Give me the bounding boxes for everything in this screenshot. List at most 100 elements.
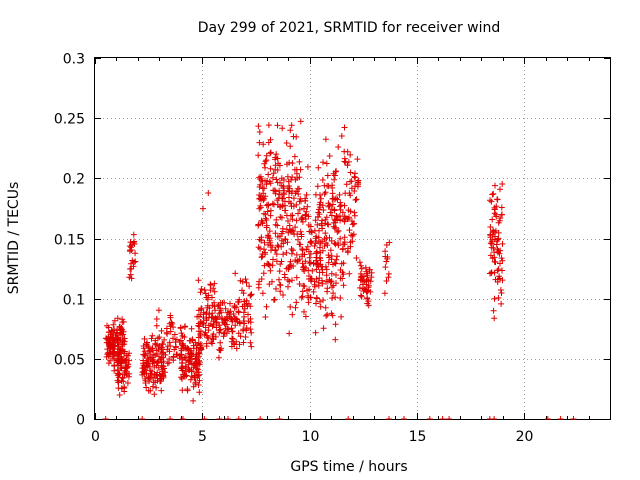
data-point bbox=[323, 160, 330, 167]
data-point bbox=[292, 224, 299, 231]
data-point bbox=[366, 266, 373, 273]
data-point bbox=[265, 122, 272, 129]
data-point bbox=[315, 282, 322, 289]
data-point bbox=[262, 249, 269, 256]
data-point bbox=[315, 164, 322, 171]
data-point bbox=[120, 318, 127, 325]
data-point bbox=[188, 325, 195, 332]
data-point bbox=[257, 245, 264, 252]
y-axis-label: SRMTID / TECUs bbox=[6, 182, 22, 295]
data-point bbox=[321, 243, 328, 249]
zero-point bbox=[557, 416, 564, 420]
zero-point bbox=[345, 416, 352, 420]
plot-frame bbox=[94, 57, 611, 420]
data-point bbox=[496, 273, 503, 280]
data-point bbox=[197, 311, 204, 318]
data-point bbox=[341, 202, 348, 209]
data-point bbox=[217, 326, 224, 333]
data-point bbox=[205, 190, 212, 196]
data-point bbox=[273, 285, 279, 292]
data-point bbox=[499, 257, 506, 264]
data-point bbox=[207, 287, 214, 294]
data-point bbox=[341, 234, 348, 241]
data-point bbox=[316, 244, 323, 251]
data-point bbox=[358, 293, 365, 300]
data-point bbox=[286, 185, 293, 192]
data-point bbox=[288, 190, 295, 197]
data-point bbox=[333, 272, 339, 278]
data-point bbox=[277, 179, 283, 186]
data-point bbox=[307, 250, 314, 257]
data-point bbox=[262, 211, 269, 218]
data-point bbox=[218, 315, 225, 321]
data-point bbox=[262, 164, 268, 171]
data-point bbox=[362, 264, 369, 271]
data-point bbox=[274, 197, 281, 204]
data-point bbox=[286, 330, 293, 337]
data-point bbox=[357, 277, 364, 284]
data-point bbox=[131, 238, 138, 245]
data-point bbox=[153, 384, 160, 391]
data-point bbox=[310, 288, 317, 295]
data-point bbox=[279, 125, 286, 132]
zero-point bbox=[570, 416, 577, 420]
data-point bbox=[273, 216, 280, 223]
data-point bbox=[255, 221, 262, 228]
data-point bbox=[339, 245, 346, 252]
zero-point bbox=[180, 416, 186, 420]
data-point bbox=[140, 345, 147, 352]
data-point bbox=[347, 169, 354, 176]
data-point bbox=[211, 280, 218, 287]
data-point bbox=[357, 262, 364, 269]
data-point bbox=[278, 214, 285, 221]
data-point bbox=[259, 253, 266, 260]
axis-ticks bbox=[95, 58, 611, 420]
data-point bbox=[145, 361, 152, 368]
data-point bbox=[332, 241, 339, 248]
data-point bbox=[349, 232, 356, 239]
data-point bbox=[123, 364, 130, 371]
data-point bbox=[287, 127, 294, 134]
data-point bbox=[167, 312, 174, 319]
data-point bbox=[320, 297, 326, 304]
data-point bbox=[232, 270, 239, 277]
data-point bbox=[141, 352, 148, 359]
data-point bbox=[164, 346, 171, 353]
data-point bbox=[267, 165, 274, 172]
data-point bbox=[332, 294, 339, 301]
data-point bbox=[184, 386, 191, 393]
data-point bbox=[233, 316, 240, 323]
data-point bbox=[269, 278, 275, 285]
data-point bbox=[331, 260, 338, 266]
data-point bbox=[103, 353, 110, 360]
data-point bbox=[490, 190, 497, 197]
data-point bbox=[281, 191, 288, 198]
data-point bbox=[347, 151, 354, 158]
data-point bbox=[347, 192, 354, 199]
data-point bbox=[313, 294, 320, 301]
data-point bbox=[155, 307, 162, 314]
data-point bbox=[320, 207, 327, 213]
data-point bbox=[328, 270, 335, 277]
data-point bbox=[274, 242, 281, 249]
data-point bbox=[383, 258, 390, 265]
data-point bbox=[288, 246, 295, 252]
data-point bbox=[329, 190, 336, 197]
data-point bbox=[280, 183, 287, 190]
data-point bbox=[243, 327, 250, 334]
grid bbox=[95, 58, 610, 419]
data-point bbox=[285, 229, 292, 236]
data-point bbox=[331, 216, 338, 223]
data-point bbox=[161, 336, 168, 343]
data-point bbox=[299, 293, 306, 300]
data-point bbox=[267, 149, 274, 156]
data-point bbox=[313, 238, 320, 244]
data-point bbox=[364, 272, 371, 279]
data-point bbox=[239, 278, 246, 285]
zero-point bbox=[216, 416, 223, 420]
data-point bbox=[132, 258, 139, 265]
data-point bbox=[347, 239, 354, 246]
x-tick-label: 10 bbox=[302, 429, 320, 445]
data-point bbox=[197, 289, 204, 296]
data-point bbox=[301, 308, 307, 315]
